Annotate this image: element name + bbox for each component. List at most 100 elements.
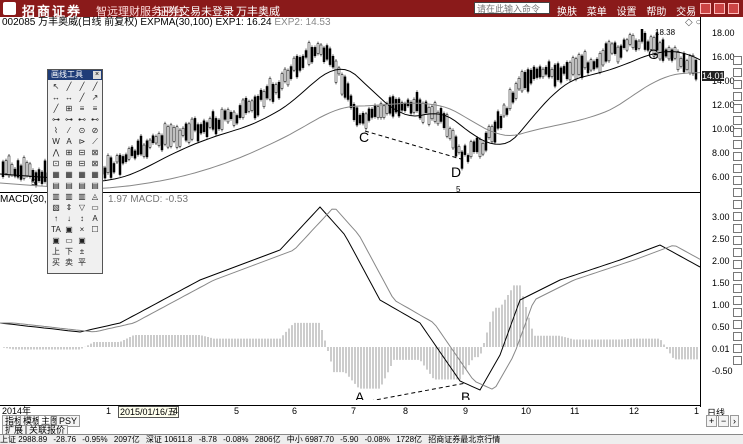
menu-main[interactable]: 菜单 (586, 7, 607, 18)
draw-tool-6-icon[interactable]: ╱ (79, 93, 85, 102)
draw-tool-33-icon[interactable]: ▦ (65, 170, 73, 179)
draw-tool-32-icon[interactable]: ▦ (52, 170, 60, 179)
draw-tool-10-icon[interactable]: ≡ (79, 104, 85, 113)
draw-tool-63-icon[interactable] (89, 247, 101, 257)
tool-22-icon[interactable] (733, 308, 742, 317)
draw-tool-61-icon[interactable]: 下 (65, 247, 73, 256)
tool-14-icon[interactable] (733, 212, 742, 221)
zoom-out-button[interactable]: − (718, 415, 730, 427)
tool-24-icon[interactable] (733, 332, 742, 341)
draw-tool-65-icon[interactable]: 卖 (65, 258, 73, 267)
menu-trade[interactable]: 交易 (676, 7, 697, 18)
draw-tool-39-icon[interactable]: ▤ (91, 181, 99, 190)
draw-tool-47-icon[interactable]: ▭ (91, 203, 99, 212)
draw-tool-22-icon[interactable]: ⊳ (78, 137, 86, 146)
draw-tool-54-icon[interactable]: × (79, 225, 85, 234)
toolbox-titlebar[interactable]: 画线工具 × (48, 70, 102, 80)
indicator-name[interactable]: EXPMA(30,100) (140, 17, 213, 28)
draw-tool-29-icon[interactable]: ⊞ (65, 159, 73, 168)
chart-options-icon[interactable]: ◇ ○ (685, 17, 702, 28)
tool-25-icon[interactable] (733, 344, 742, 353)
draw-tool-49-icon[interactable]: ↓ (67, 214, 71, 223)
draw-tool-5-icon[interactable]: ↔ (65, 93, 73, 102)
tool-21-icon[interactable] (733, 296, 742, 305)
draw-tool-8-icon[interactable]: ╱ (53, 104, 59, 113)
maximize-button[interactable] (714, 3, 725, 14)
draw-tool-37-icon[interactable]: ▤ (65, 181, 73, 190)
draw-tool-43-icon[interactable]: ◬ (91, 192, 99, 201)
draw-tool-30-icon[interactable]: ⊟ (78, 159, 86, 168)
draw-tool-24-icon[interactable]: ⋀ (52, 148, 60, 157)
draw-tool-18-icon[interactable]: ⊙ (78, 126, 86, 135)
tool-17-icon[interactable] (733, 248, 742, 257)
tool-11-icon[interactable] (733, 176, 742, 185)
index-sz[interactable]: 深证 10611.8 (145, 435, 193, 444)
draw-tool-17-icon[interactable]: ⁄ (68, 126, 70, 135)
tool-6-icon[interactable] (733, 116, 742, 125)
tool-9-icon[interactable] (733, 152, 742, 161)
command-input[interactable]: 请在此输入命令 (474, 2, 550, 14)
index-sh[interactable]: 上证 2988.89 (0, 435, 48, 444)
draw-tool-2-icon[interactable]: ╱ (79, 82, 85, 91)
draw-tool-31-icon[interactable]: ⊠ (91, 159, 99, 168)
draw-tool-42-icon[interactable]: ▥ (78, 192, 86, 201)
tool-13-icon[interactable] (733, 200, 742, 209)
draw-tool-9-icon[interactable]: ⊞ (65, 104, 73, 113)
draw-tool-52-icon[interactable]: TA (51, 225, 61, 234)
draw-tool-35-icon[interactable]: ▦ (91, 170, 99, 179)
draw-tool-60-icon[interactable]: 上 (52, 247, 60, 256)
draw-tool-14-icon[interactable]: ⊷ (78, 115, 86, 124)
draw-tool-46-icon[interactable]: ▽ (78, 203, 86, 212)
tool-5-icon[interactable] (733, 104, 742, 113)
macd-chart[interactable]: A B (0, 205, 700, 400)
draw-tool-20-icon[interactable]: W (52, 137, 60, 146)
tool-1-icon[interactable] (733, 56, 742, 65)
draw-tool-44-icon[interactable]: ▧ (52, 203, 60, 212)
account-status[interactable]: 证券交易未登录 (157, 6, 234, 18)
draw-tool-64-icon[interactable]: 买 (52, 258, 60, 267)
price-chart[interactable]: C D 5 G 18.38 5. (0, 29, 700, 193)
tool-2-icon[interactable] (733, 68, 742, 77)
tool-18-icon[interactable] (733, 260, 742, 269)
menu-help[interactable]: 帮助 (646, 7, 667, 18)
tool-10-icon[interactable] (733, 164, 742, 173)
tool-4-icon[interactable] (733, 92, 742, 101)
tool-16-icon[interactable] (733, 236, 742, 245)
draw-tool-26-icon[interactable]: ⊟ (78, 148, 86, 157)
time-label-selected[interactable]: 2015/01/16/五 (118, 406, 179, 418)
draw-tool-4-icon[interactable]: ↔ (52, 93, 60, 102)
draw-tool-59-icon[interactable] (89, 236, 101, 246)
draw-tool-7-icon[interactable]: ↗ (91, 93, 99, 102)
draw-tool-15-icon[interactable]: ⊷ (91, 115, 99, 124)
tool-7-icon[interactable] (733, 128, 742, 137)
draw-tool-45-icon[interactable]: ⇕ (65, 203, 73, 212)
tool-23-icon[interactable] (733, 320, 742, 329)
draw-tool-67-icon[interactable] (89, 258, 101, 268)
zoom-reset-button[interactable]: › (730, 415, 739, 427)
draw-tool-16-icon[interactable]: ⌇ (54, 126, 58, 135)
tool-8-icon[interactable] (733, 140, 742, 149)
drawing-toolbox[interactable]: 画线工具 × ↖ ╱ ╱ ╱ ↔ ↔ ╱ ↗ ╱ ⊞ ≡ ≡ ⊶ ⊶ ⊷ ⊷ ⌇ ⁄ ⊙ ⊘ W A ⊳ ⟋ ⋀ ⊞ ⊟ ⊠ ⊡ ⊞ ⊟ ⊠ ▦… (47, 69, 103, 274)
draw-tool-13-icon[interactable]: ⊶ (65, 115, 73, 124)
draw-tool-41-icon[interactable]: ▥ (65, 192, 73, 201)
draw-tool-66-icon[interactable]: 平 (78, 258, 86, 267)
draw-tool-19-icon[interactable]: ⊘ (91, 126, 99, 135)
tool-20-icon[interactable] (733, 284, 742, 293)
draw-tool-38-icon[interactable]: ▤ (78, 181, 86, 190)
close-button[interactable] (728, 3, 739, 14)
draw-tool-55-icon[interactable]: ☐ (91, 225, 99, 234)
draw-tool-56-icon[interactable]: ▣ (52, 236, 60, 245)
toolbox-close-icon[interactable]: × (93, 71, 101, 79)
draw-tool-11-icon[interactable]: ≡ (92, 104, 98, 113)
draw-tool-57-icon[interactable]: ▭ (65, 236, 73, 245)
period-label[interactable]: 日线 (707, 408, 726, 418)
tool-19-icon[interactable] (733, 272, 742, 281)
draw-tool-50-icon[interactable]: ↕ (80, 214, 84, 223)
draw-tool-0-icon[interactable]: ↖ (52, 82, 60, 91)
draw-tool-12-icon[interactable]: ⊶ (52, 115, 60, 124)
tool-15-icon[interactable] (733, 224, 742, 233)
tool-26-icon[interactable] (733, 356, 742, 365)
draw-tool-25-icon[interactable]: ⊞ (65, 148, 73, 157)
draw-tool-40-icon[interactable]: ▥ (52, 192, 60, 201)
menu-skin[interactable]: 换肤 (557, 7, 577, 18)
